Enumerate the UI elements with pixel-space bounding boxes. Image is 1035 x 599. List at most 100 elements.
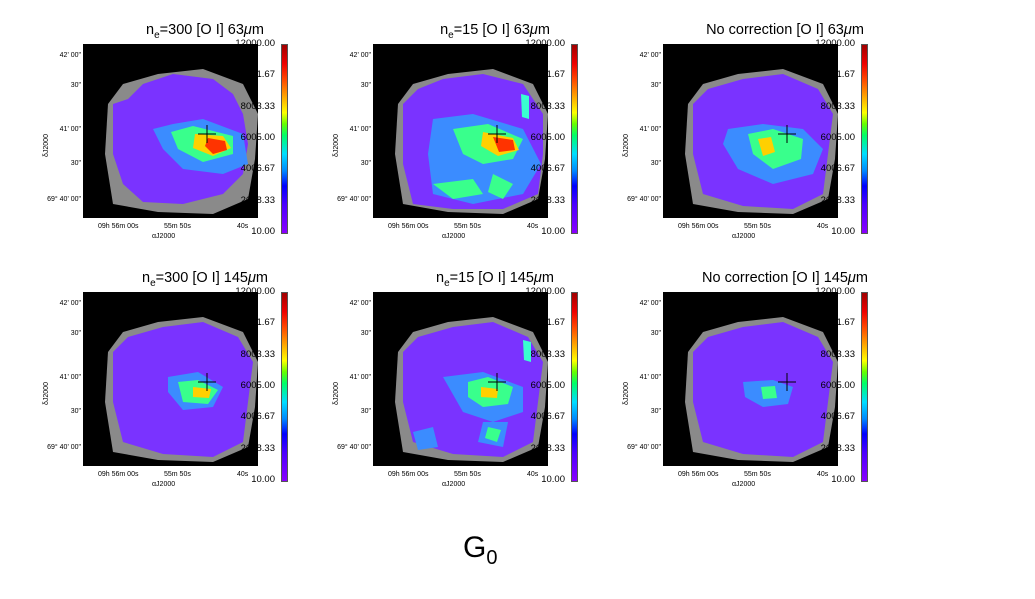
colorbar-tick-label: 8003.33 xyxy=(240,348,275,360)
y-tick-label: 69° 40' 00" xyxy=(627,196,661,203)
y-tick-label: 30" xyxy=(650,408,661,415)
y-tick-label: 42' 00" xyxy=(349,300,371,307)
panel-title: No correction [O I] 63μm xyxy=(706,22,864,38)
x-tick-label: 09h 56m 00s xyxy=(678,471,719,478)
colorbar-tick-label: 6005.00 xyxy=(240,132,275,143)
emission-region xyxy=(521,94,529,119)
y-tick-label: 30" xyxy=(70,82,81,89)
x-axis-label: αJ2000 xyxy=(732,233,756,240)
x-axis-label: αJ2000 xyxy=(732,481,756,488)
colorbar-tick-label: 12000.00 xyxy=(235,286,275,297)
x-tick-label: 55m 50s xyxy=(454,223,481,230)
colorbar-tick-label: 12000.00 xyxy=(235,38,275,49)
colorbar-tick-label: 10.00 xyxy=(831,226,855,237)
colorbar-tick-label: 4006.67 xyxy=(820,163,855,175)
colorbar-tick-label: 10001.67 xyxy=(235,69,275,81)
map-panel: No correction [O I] 63μm 42' 00" 30" 41' 00… xyxy=(623,22,965,252)
colorbar-tick-label: 10001.67 xyxy=(235,317,275,329)
y-axis-label: δJ2000 xyxy=(43,134,50,157)
emission-region xyxy=(481,387,498,398)
x-axis-label: αJ2000 xyxy=(442,481,466,488)
y-tick-label: 30" xyxy=(650,160,661,167)
y-tick-label: 69° 40' 00" xyxy=(47,444,81,451)
map-panel: ne=300 [O I] 63μm 42' 00" 30" 41' 00" 30" 69°… xyxy=(43,22,385,252)
emission-region xyxy=(758,137,775,156)
colorbar-tick-label: 2008.33 xyxy=(240,194,275,206)
colorbar-tick-label: 10.00 xyxy=(251,226,275,237)
map-image xyxy=(663,44,838,218)
y-tick-label: 69° 40' 00" xyxy=(627,444,661,451)
colorbar-tick-label: 6005.00 xyxy=(530,380,565,391)
map-image xyxy=(83,44,258,218)
colorbar-tick-label: 4006.67 xyxy=(240,411,275,423)
y-tick-label: 30" xyxy=(70,408,81,415)
center-marker xyxy=(778,125,796,143)
map-image xyxy=(373,44,548,218)
colorbar-tick-label: 6005.00 xyxy=(530,132,565,143)
colorbar-tick-label: 2008.33 xyxy=(820,442,855,454)
colorbar-tick-label: 6005.00 xyxy=(240,380,275,391)
y-tick-label: 42' 00" xyxy=(59,300,81,307)
y-axis-label: δJ2000 xyxy=(333,134,340,157)
colorbar-tick-label: 2008.33 xyxy=(820,194,855,206)
x-tick-label: 09h 56m 00s xyxy=(98,471,139,478)
colorbar-tick-label: 8003.33 xyxy=(820,348,855,360)
x-tick-label: 40s xyxy=(237,223,249,230)
colorbar-tick-label: 10001.67 xyxy=(525,69,565,81)
y-axis-label: δJ2000 xyxy=(623,134,630,157)
y-tick-label: 41' 00" xyxy=(59,374,81,381)
colorbar-tick-label: 4006.67 xyxy=(530,411,565,423)
center-marker xyxy=(488,373,506,391)
colorbar-tick-label: 2008.33 xyxy=(240,442,275,454)
map-image xyxy=(83,292,258,466)
y-tick-label: 42' 00" xyxy=(59,52,81,59)
colorbar-tick-label: 4006.67 xyxy=(820,411,855,423)
colorbar xyxy=(281,292,288,482)
x-tick-label: 55m 50s xyxy=(454,471,481,478)
y-tick-label: 30" xyxy=(360,330,371,337)
y-tick-label: 30" xyxy=(360,82,371,89)
x-tick-label: 09h 56m 00s xyxy=(388,223,429,230)
y-axis-label: δJ2000 xyxy=(623,382,630,405)
colorbar xyxy=(861,44,868,234)
colorbar-tick-label: 6005.00 xyxy=(820,132,855,143)
map-image xyxy=(373,292,548,466)
map-panel: ne=15 [O I] 145μm 42' 00" 30" 41' 00" 30" 69°… xyxy=(333,270,675,500)
colorbar-tick-label: 12000.00 xyxy=(815,38,855,49)
colorbar-tick-label: 10001.67 xyxy=(525,317,565,329)
colorbar xyxy=(571,292,578,482)
colorbar-tick-label: 10.00 xyxy=(251,474,275,485)
figure-label: G0 xyxy=(463,531,498,569)
y-tick-label: 30" xyxy=(650,330,661,337)
colorbar-tick-label: 6005.00 xyxy=(820,380,855,391)
emission-region xyxy=(205,138,227,154)
y-axis-label: δJ2000 xyxy=(43,382,50,405)
y-tick-label: 42' 00" xyxy=(639,300,661,307)
panel-title: ne=300 [O I] 145μm xyxy=(142,270,268,289)
colorbar-tick-label: 10.00 xyxy=(541,474,565,485)
x-tick-label: 55m 50s xyxy=(164,223,191,230)
y-tick-label: 69° 40' 00" xyxy=(337,444,371,451)
colorbar-tick-label: 8003.33 xyxy=(530,348,565,360)
y-tick-label: 30" xyxy=(360,408,371,415)
x-tick-label: 40s xyxy=(527,471,539,478)
x-tick-label: 40s xyxy=(817,223,829,230)
map-panel: ne=15 [O I] 63μm 42' 00" 30" 41' 00" 30" 69° … xyxy=(333,22,675,252)
panel-title: No correction [O I] 145μm xyxy=(702,270,868,286)
x-tick-label: 09h 56m 00s xyxy=(98,223,139,230)
colorbar-tick-label: 12000.00 xyxy=(525,38,565,49)
y-axis-label: δJ2000 xyxy=(333,382,340,405)
x-tick-label: 09h 56m 00s xyxy=(388,471,429,478)
x-tick-label: 55m 50s xyxy=(744,471,771,478)
y-tick-label: 41' 00" xyxy=(639,374,661,381)
y-tick-label: 41' 00" xyxy=(639,126,661,133)
emission-region xyxy=(523,340,531,362)
colorbar-tick-label: 8003.33 xyxy=(530,100,565,112)
colorbar xyxy=(571,44,578,234)
x-axis-label: αJ2000 xyxy=(442,233,466,240)
y-tick-label: 41' 00" xyxy=(349,126,371,133)
y-tick-label: 41' 00" xyxy=(59,126,81,133)
emission-region xyxy=(468,377,513,442)
colorbar-tick-label: 10001.67 xyxy=(815,69,855,81)
y-tick-label: 41' 00" xyxy=(349,374,371,381)
